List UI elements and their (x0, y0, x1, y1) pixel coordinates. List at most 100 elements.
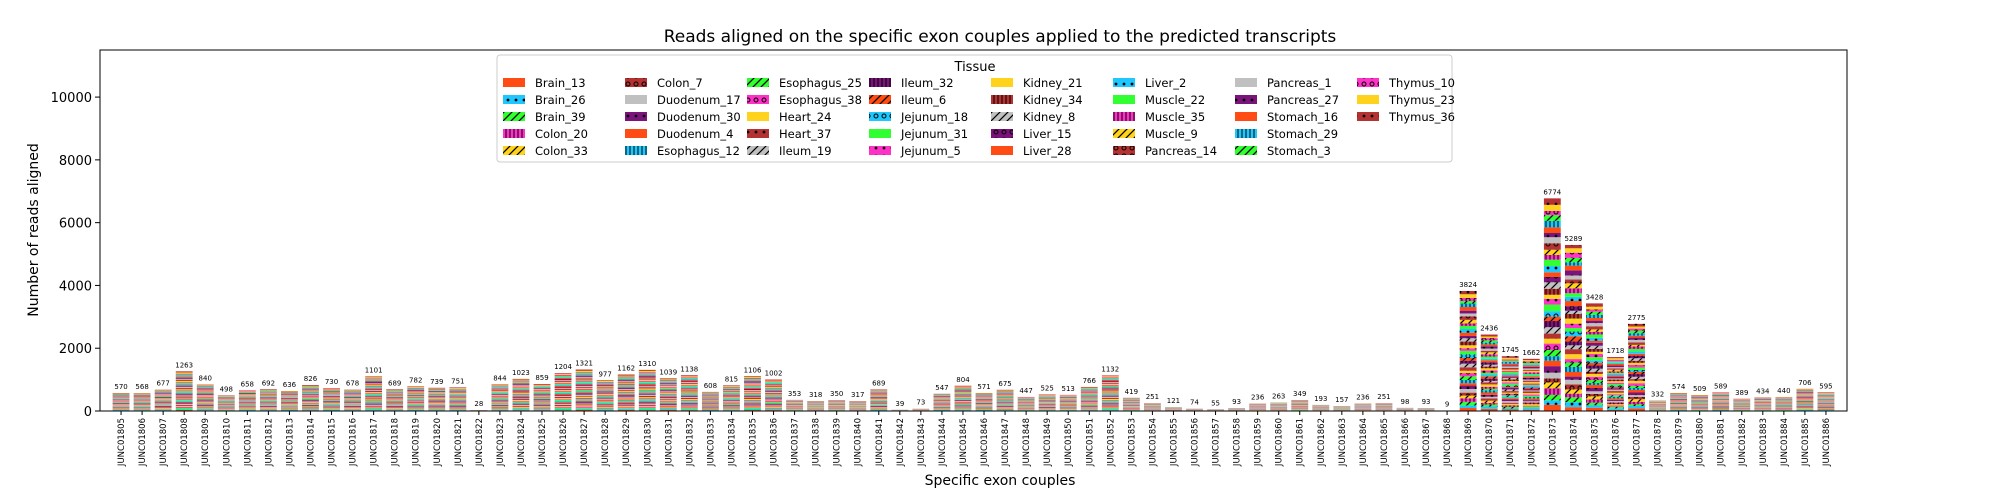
bar-segment-hatch (1628, 392, 1645, 396)
bar-segment (1101, 396, 1119, 397)
bar-segment-hatch (1564, 283, 1582, 289)
legend-label: Brain_39 (535, 110, 586, 124)
bar-segment (617, 408, 635, 410)
bar-segment (175, 382, 193, 383)
bar-segment (1543, 294, 1561, 299)
bar-stack (701, 391, 719, 411)
x-tick-label: JUNC01843 (917, 418, 927, 467)
bar-segment (596, 407, 614, 408)
bar-segment (133, 407, 151, 409)
bar-segment (533, 398, 551, 399)
bar-segment (1607, 381, 1624, 383)
bar-segment-hatch (1543, 282, 1561, 289)
bar-value-label: 547 (935, 384, 948, 392)
bar-segment (723, 389, 740, 391)
bar-segment (302, 406, 319, 408)
bar-stack (828, 400, 846, 411)
bar-segment (365, 409, 383, 411)
bar-segment (386, 391, 404, 393)
bar-segment (449, 387, 467, 389)
bar-segment (1670, 401, 1688, 402)
bar-segment (1796, 394, 1814, 396)
bar-segment-hatch (1480, 388, 1498, 391)
bar-segment (281, 407, 298, 409)
bar-segment-hatch (1459, 367, 1477, 371)
x-tick-label: JUNC01836 (770, 418, 780, 467)
bar-segment-hatch (1607, 406, 1624, 409)
bar-segment (1522, 401, 1540, 403)
bar-segment (175, 386, 193, 387)
bar-segment (112, 396, 130, 397)
bar-stack (323, 388, 340, 411)
bar-segment (1796, 405, 1814, 407)
bar-segment-hatch (1459, 405, 1477, 409)
bar-segment (1817, 408, 1835, 410)
bar-segment (323, 392, 340, 394)
bar-segment (659, 386, 677, 387)
bar-segment (238, 391, 256, 392)
bar-segment (196, 403, 214, 405)
x-tick-label: JUNC01822 (475, 418, 485, 467)
bar-stack (407, 386, 425, 411)
bar-segment-hatch (1564, 336, 1582, 342)
bar-segment-hatch (1459, 328, 1477, 333)
bar-segment-hatch (1564, 397, 1582, 403)
bar-value-label: 9 (1445, 401, 1449, 409)
bar-segment (596, 386, 614, 387)
bar-stack (786, 399, 804, 411)
bar-value-label: 263 (1272, 393, 1285, 401)
bar-segment (554, 380, 572, 382)
bar-segment (259, 389, 277, 390)
bar-segment (154, 399, 172, 401)
legend-label: Stomach_3 (1267, 144, 1331, 158)
x-tick-label: JUNC01852 (1106, 418, 1116, 467)
bar-segment (365, 406, 383, 408)
bar-segment (575, 391, 593, 393)
legend-label: Liver_15 (1023, 127, 1072, 141)
bar-segment (765, 403, 782, 405)
bar-segment (133, 403, 151, 405)
bar-segment (996, 407, 1014, 408)
bar-segment (680, 399, 698, 401)
bar-value-label: 589 (1714, 383, 1727, 391)
bar-segment (659, 398, 677, 399)
legend-item: Brain_26 (503, 93, 586, 107)
bar-segment (617, 398, 635, 400)
x-tick-label: JUNC01886 (1822, 418, 1832, 467)
bar-segment-hatch (1628, 379, 1645, 381)
bar-segment (407, 393, 425, 395)
bar-segment (365, 378, 383, 380)
bar-value-label: 706 (1798, 379, 1812, 387)
bar-segment (554, 377, 572, 380)
bar-segment (1543, 338, 1561, 344)
bar-segment (154, 407, 172, 409)
bar-segment (1480, 408, 1498, 411)
bar-segment-hatch (1586, 383, 1603, 386)
bar-segment (175, 401, 193, 403)
bar-segment (344, 404, 361, 405)
bar-segment (1564, 354, 1582, 360)
bar-segment (933, 396, 951, 397)
bar-segment-hatch (1586, 342, 1603, 346)
bar-value-label: 236 (1356, 394, 1370, 402)
bar-segment (386, 389, 404, 391)
bar-segment (407, 394, 425, 396)
bar-segment-hatch (1480, 370, 1498, 373)
bar-segment (533, 406, 551, 408)
bar-segment (238, 401, 256, 402)
bar-segment (765, 396, 782, 398)
bar-segment-hatch (1480, 402, 1498, 405)
bar-value-label: 782 (409, 376, 422, 384)
bar-segment (701, 402, 719, 404)
bar-segment (638, 392, 656, 394)
x-tick-label: JUNC01828 (601, 418, 611, 467)
bar-segment (365, 405, 383, 407)
bar-segment (449, 394, 467, 395)
bar-segment (175, 389, 193, 391)
bar-segment (533, 399, 551, 401)
bar-segment (680, 401, 698, 403)
bar-segment (659, 403, 677, 405)
bar-segment (386, 408, 404, 409)
bar-segment (596, 398, 614, 400)
bar-segment (196, 398, 214, 400)
